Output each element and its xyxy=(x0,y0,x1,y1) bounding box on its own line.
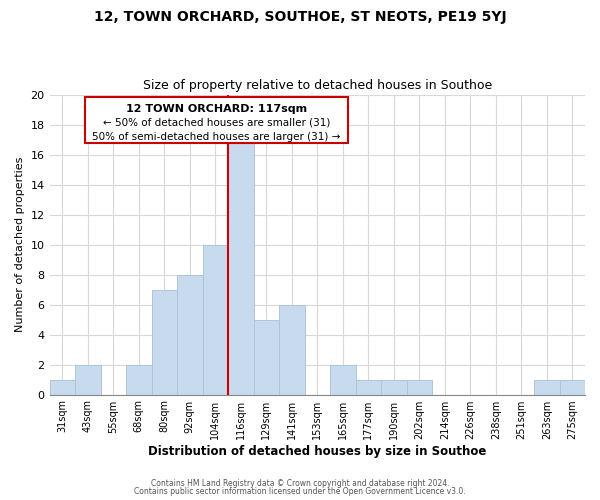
Text: 12, TOWN ORCHARD, SOUTHOE, ST NEOTS, PE19 5YJ: 12, TOWN ORCHARD, SOUTHOE, ST NEOTS, PE1… xyxy=(94,10,506,24)
Bar xyxy=(177,274,203,394)
Bar xyxy=(381,380,407,394)
Bar xyxy=(356,380,381,394)
Bar xyxy=(228,140,254,394)
FancyBboxPatch shape xyxy=(85,97,348,142)
Text: 50% of semi-detached houses are larger (31) →: 50% of semi-detached houses are larger (… xyxy=(92,132,341,142)
Bar xyxy=(254,320,279,394)
Bar xyxy=(75,364,101,394)
Bar xyxy=(560,380,585,394)
Bar xyxy=(534,380,560,394)
Text: ← 50% of detached houses are smaller (31): ← 50% of detached houses are smaller (31… xyxy=(103,117,330,127)
Text: 12 TOWN ORCHARD: 117sqm: 12 TOWN ORCHARD: 117sqm xyxy=(126,104,307,114)
Bar xyxy=(330,364,356,394)
Text: Contains HM Land Registry data © Crown copyright and database right 2024.: Contains HM Land Registry data © Crown c… xyxy=(151,478,449,488)
Bar xyxy=(50,380,75,394)
Bar xyxy=(203,244,228,394)
Text: Contains public sector information licensed under the Open Government Licence v3: Contains public sector information licen… xyxy=(134,487,466,496)
Bar xyxy=(152,290,177,395)
Bar xyxy=(279,304,305,394)
Bar xyxy=(407,380,432,394)
Title: Size of property relative to detached houses in Southoe: Size of property relative to detached ho… xyxy=(143,79,492,92)
Bar xyxy=(126,364,152,394)
Y-axis label: Number of detached properties: Number of detached properties xyxy=(15,157,25,332)
X-axis label: Distribution of detached houses by size in Southoe: Distribution of detached houses by size … xyxy=(148,444,487,458)
